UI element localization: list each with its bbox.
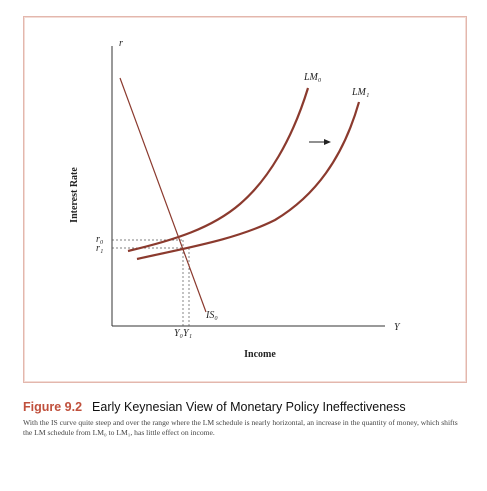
is0-label: IS₀	[205, 310, 218, 321]
y-axis-title: Interest Rate	[69, 167, 80, 223]
caption-title: Early Keynesian View of Monetary Policy …	[92, 400, 406, 414]
x-axis-title: Income	[244, 349, 276, 360]
figure-label: Figure 9.2	[23, 400, 83, 414]
x-axis-symbol: Y	[394, 322, 401, 333]
figure-caption: Figure 9.2 Early Keynesian View of Moneta…	[23, 400, 473, 438]
r1-tick-label: r₁	[96, 243, 103, 254]
lm1-curve	[136, 101, 361, 261]
is0-curve	[119, 77, 207, 313]
lm0-curve	[127, 87, 310, 253]
shift-arrow-head	[324, 139, 331, 145]
r0-tick-label: r₀	[96, 234, 104, 245]
caption-title-line: Figure 9.2 Early Keynesian View of Moneta…	[23, 400, 473, 414]
y-axis-symbol: r	[119, 38, 123, 49]
lm1-label: LM₁	[351, 87, 369, 98]
y0y1-tick-label: Y₀Y₁	[174, 328, 192, 339]
lm0-label: LM₀	[303, 72, 322, 83]
caption-body: With the IS curve quite steep and over t…	[23, 418, 458, 437]
is-lm-diagram: r Y Interest Rate Income LM₀ LM₁ IS₀ r₀ …	[69, 38, 401, 360]
